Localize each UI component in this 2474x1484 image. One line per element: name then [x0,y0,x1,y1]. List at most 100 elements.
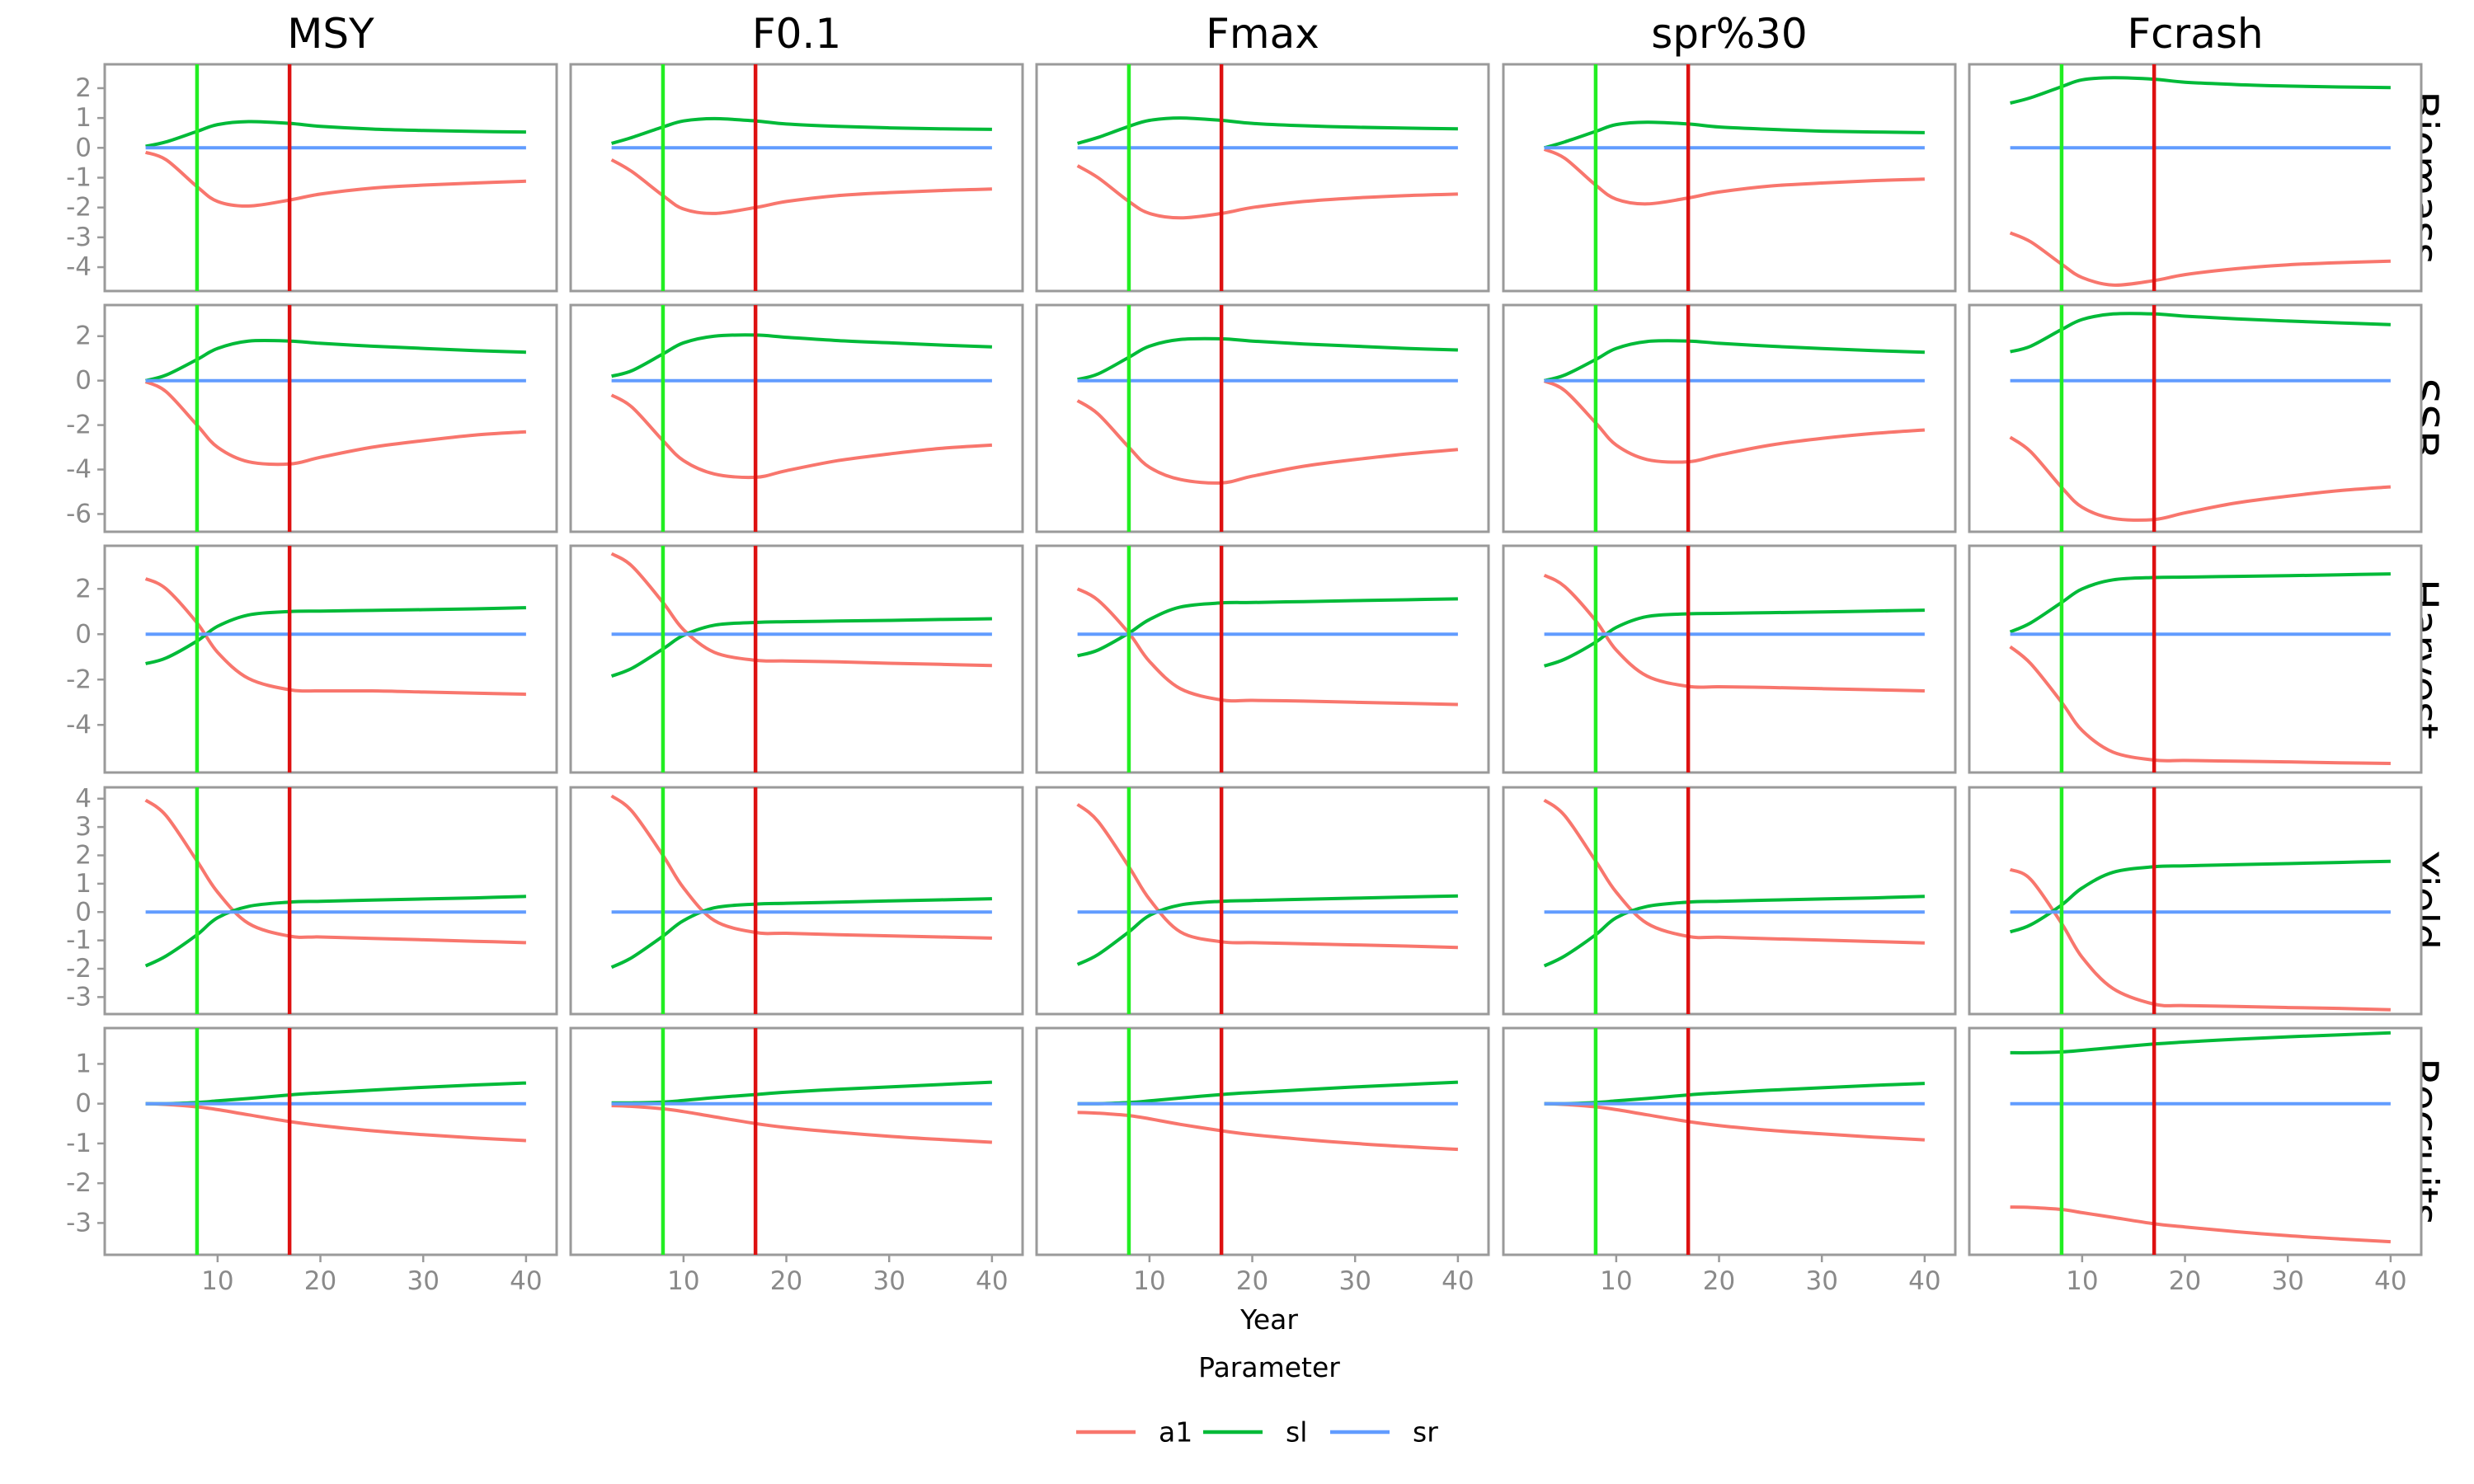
panel-frame [569,303,1024,533]
x-tick-label: 20 [1703,1266,1735,1296]
legend-item-sr: sr [1330,1416,1438,1449]
legend-label-sr: sr [1413,1416,1438,1449]
legend-item-sl: sl [1203,1416,1307,1449]
x-tick-label: 40 [2374,1266,2406,1296]
facet-column-title-f0-1: F0.1 [752,10,841,58]
y-tick-label: 0 [75,366,92,396]
y-tick-label: -1 [66,163,92,193]
panel-harvest-msy [103,544,558,774]
panel-ssb-spr-30 [1502,303,1957,533]
panel-biomass-msy [103,63,558,293]
x-tick-labels: 10 20 30 40 10 20 30 40 10 20 30 40 10 20 30 40 10 20 30 40 [201,1255,2407,1296]
y-tick-label: -2 [66,193,92,223]
y-tick-label: 0 [75,897,92,927]
panel-frame [103,544,558,774]
y-tick-label: 2 [75,574,92,603]
panel-frame [103,303,558,533]
facet-column-titles: MSY F0.1 Fmax spr%30 Fcrash [287,10,2263,58]
panel-recruits-f0-1 [569,1026,1024,1256]
legend-label-sl: sl [1286,1416,1307,1449]
panel-ssb-f0-1 [569,303,1024,533]
x-tick-label: 20 [1236,1266,1268,1296]
panel-frame [1968,63,2423,293]
x-tick-label: 30 [872,1266,905,1296]
x-tick-label: 10 [1600,1266,1632,1296]
panel-frame [1035,1026,1490,1256]
y-tick-label: -4 [66,455,92,485]
panel-yield-fcrash [1968,786,2423,1016]
legend-label-a1: a1 [1159,1416,1192,1449]
x-tick-label: 10 [1133,1266,1165,1296]
x-tick-label: 20 [304,1266,336,1296]
y-tick-label: 2 [75,322,92,351]
panel-recruits-msy [103,1026,558,1256]
panel-frame [1968,1026,2423,1256]
panel-yield-spr-30 [1502,786,1957,1016]
legend-title: Parameter [1198,1351,1340,1383]
x-tick-label: 40 [976,1266,1008,1296]
panel-frame [1502,303,1957,533]
x-tick-label: 20 [770,1266,802,1296]
panel-frame [1968,786,2423,1016]
x-tick-label: 20 [2169,1266,2201,1296]
panel-frame [569,544,1024,774]
x-tick-label: 10 [201,1266,233,1296]
y-tick-label: 1 [75,103,92,133]
x-tick-label: 40 [1442,1266,1474,1296]
y-tick-label: -3 [66,1208,92,1237]
y-tick-label: 1 [75,869,92,899]
facet-panels [103,63,2423,1256]
x-tick-label: 30 [2271,1266,2303,1296]
y-tick-label: -3 [66,223,92,252]
facet-column-title-fmax: Fmax [1206,10,1319,58]
y-tick-label: 0 [75,1089,92,1119]
y-tick-label: 3 [75,812,92,842]
x-tick-label: 10 [667,1266,699,1296]
y-tick-label: 0 [75,619,92,649]
panel-frame [103,1026,558,1256]
y-tick-label: 2 [75,841,92,871]
panel-frame [1968,303,2423,533]
x-tick-label: 40 [510,1266,542,1296]
panel-yield-f0-1 [569,786,1024,1016]
y-tick-labels: -4-3-2-1012-6-4-202-4-202-3-2-101234-3-2… [66,73,105,1237]
y-tick-label: -1 [66,926,92,956]
panel-ssb-fmax [1035,303,1490,533]
x-tick-label: 30 [407,1266,439,1296]
panel-frame [1968,544,2423,774]
panel-harvest-fcrash [1968,544,2423,774]
panel-yield-fmax [1035,786,1490,1016]
legend: a1 sl sr [1076,1416,1438,1449]
panel-biomass-fcrash [1968,63,2423,293]
panel-ssb-msy [103,303,558,533]
x-tick-label: 30 [1338,1266,1371,1296]
panel-harvest-spr-30 [1502,544,1957,774]
x-tick-label: 40 [1908,1266,1940,1296]
panel-biomass-fmax [1035,63,1490,293]
y-tick-label: -3 [66,982,92,1012]
y-tick-label: 0 [75,133,92,162]
panel-recruits-fmax [1035,1026,1490,1256]
panel-frame [569,63,1024,293]
panel-frame [103,63,558,293]
panel-recruits-fcrash [1968,1026,2423,1256]
x-tick-label: 30 [1805,1266,1837,1296]
y-tick-label: -2 [66,1168,92,1198]
panel-recruits-spr-30 [1502,1026,1957,1256]
y-tick-label: -1 [66,1129,92,1158]
y-tick-label: 2 [75,73,92,103]
panel-yield-msy [103,786,558,1016]
y-tick-label: -2 [66,954,92,984]
panel-harvest-f0-1 [569,544,1024,774]
x-axis-title: Year [1239,1303,1298,1336]
y-tick-label: -4 [66,710,92,740]
y-tick-label: -4 [66,252,92,282]
panel-frame [1502,63,1957,293]
panel-ssb-fcrash [1968,303,2423,533]
legend-item-a1: a1 [1076,1416,1192,1449]
panel-frame [1035,63,1490,293]
facet-column-title-spr-30: spr%30 [1651,10,1807,58]
y-tick-label: -6 [66,499,92,528]
panel-frame [1502,544,1957,774]
